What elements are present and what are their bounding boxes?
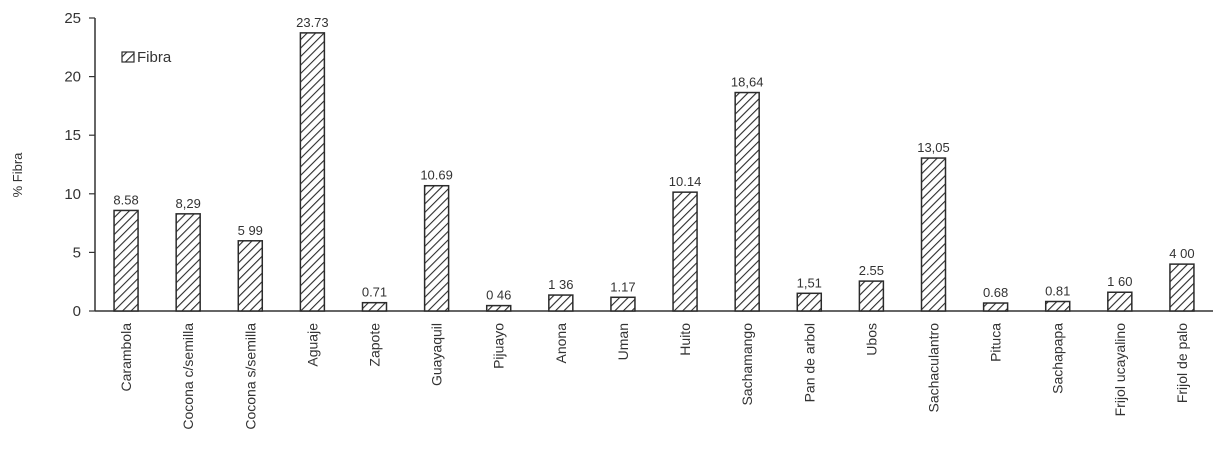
data-label: 0 46	[486, 288, 511, 303]
data-label: 1,51	[797, 275, 822, 290]
y-tick-label: 20	[64, 69, 81, 86]
bar	[920, 157, 947, 312]
bar	[423, 184, 450, 312]
data-labels: 8.58 8,29 5 99 23.73 0.71 10.69 0 46 1 36 1.17 10…	[113, 15, 1194, 303]
category-label: Frijol de palo	[1174, 323, 1190, 403]
bar	[1169, 263, 1195, 312]
data-label: 2.55	[859, 263, 884, 278]
y-ticks: 0 5 10 15 20 25	[64, 10, 95, 320]
bars	[113, 32, 1195, 312]
y-axis-label: % Fibra	[10, 152, 25, 198]
category-label: Uman	[615, 323, 631, 360]
category-label: Sachaculantro	[926, 323, 942, 413]
bar	[175, 213, 201, 312]
data-label: 0.81	[1045, 284, 1070, 299]
category-label: Frijol ucayalino	[1112, 323, 1128, 417]
bar	[299, 32, 326, 312]
category-labels: Carambola Cocona c/semilla Cocona s/semill…	[118, 323, 1190, 430]
data-label: 23.73	[296, 15, 329, 30]
category-label: Cocona s/semilla	[242, 323, 258, 430]
data-label: 10.14	[669, 174, 702, 189]
bar	[858, 280, 885, 312]
legend-swatch	[121, 51, 135, 63]
y-tick-label: 25	[64, 10, 81, 27]
data-label: 10.69	[420, 168, 453, 183]
bar	[361, 301, 388, 312]
bar	[548, 294, 574, 312]
bar	[113, 209, 139, 312]
bar	[485, 304, 512, 312]
y-tick-label: 10	[64, 186, 81, 203]
legend: Fibra	[121, 49, 172, 66]
bar	[1044, 300, 1071, 312]
data-label: 1 36	[548, 277, 573, 292]
bar	[610, 296, 636, 312]
bar	[734, 91, 760, 312]
bar	[237, 240, 264, 312]
axes	[94, 18, 1213, 312]
category-label: Aguaje	[304, 323, 320, 367]
data-label: 8,29	[176, 196, 201, 211]
data-label: 5 99	[238, 223, 263, 238]
data-label: 1.17	[610, 279, 635, 294]
y-tick-label: 5	[73, 244, 81, 261]
data-label: 8.58	[113, 192, 138, 207]
legend-label: Fibra	[137, 49, 172, 66]
category-label: Pituca	[988, 323, 1004, 362]
bar	[1107, 291, 1133, 312]
bar	[796, 292, 823, 312]
y-tick-label: 15	[64, 127, 81, 144]
category-label: Pan de arbol	[801, 323, 817, 402]
data-label: 1 60	[1107, 274, 1132, 289]
y-tick-label: 0	[73, 303, 81, 320]
category-label: Guayaquil	[429, 323, 445, 386]
data-label: 0.68	[983, 285, 1008, 300]
category-label: Pijuayo	[491, 323, 507, 369]
data-label: 18,64	[731, 75, 764, 90]
bar	[982, 302, 1009, 312]
bar	[672, 191, 698, 312]
category-label: Cocona c/semilla	[180, 323, 196, 430]
category-label: Ubos	[863, 323, 879, 356]
category-label: Anona	[553, 323, 569, 364]
category-label: Sachapapa	[1050, 323, 1066, 394]
category-label: Zapote	[367, 323, 383, 367]
category-label: Sachamango	[739, 323, 755, 406]
category-label: Carambola	[118, 323, 134, 392]
data-label: 0.71	[362, 285, 387, 300]
data-label: 4 00	[1169, 246, 1194, 261]
data-label: 13,05	[917, 140, 950, 155]
category-label: Huito	[677, 323, 693, 356]
